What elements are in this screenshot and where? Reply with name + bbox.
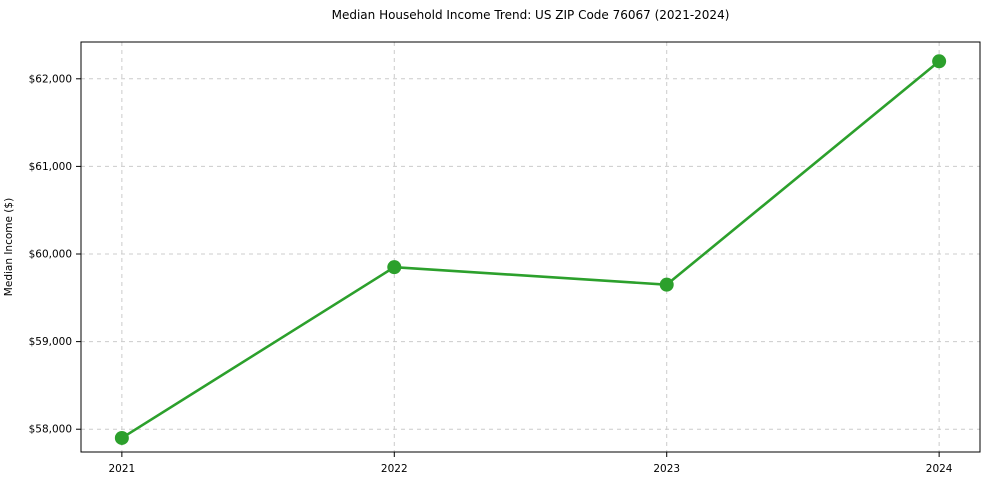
data-point-marker: [387, 260, 402, 275]
y-tick-label: $62,000: [29, 73, 72, 85]
y-tick-label: $60,000: [29, 249, 72, 261]
y-tick-label: $59,000: [29, 336, 72, 348]
trend-line: [120, 59, 941, 440]
x-tick-label: 2022: [381, 463, 408, 475]
data-point-marker: [659, 277, 674, 292]
x-tick-label: 2021: [108, 463, 135, 475]
x-tick-label: 2024: [926, 463, 953, 475]
chart-title: Median Household Income Trend: US ZIP Co…: [331, 8, 730, 22]
data-point-marker: [932, 54, 947, 69]
plot-border: [80, 41, 981, 453]
x-tick-label: 2023: [653, 463, 680, 475]
y-tick-label: $58,000: [29, 424, 72, 436]
y-tick-label: $61,000: [29, 161, 72, 173]
data-point-marker: [114, 430, 129, 445]
